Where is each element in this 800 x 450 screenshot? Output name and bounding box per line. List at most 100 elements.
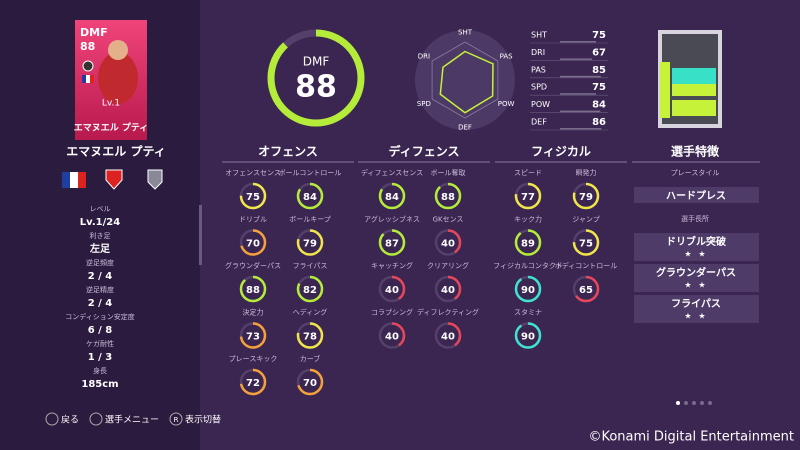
player-name: エマヌエル プティ [66,144,165,159]
radar-axis-label: DRI [418,52,430,60]
ring-arc [572,229,600,256]
info-label: レベル [90,205,111,213]
radar-axis-label: SPD [417,100,431,108]
ring-arc [296,229,324,256]
control-back[interactable]: 戻る [61,414,79,426]
section-title: ディフェンス [389,144,460,159]
strength-name: フライパス [671,298,721,310]
control-menu[interactable]: 選手メニュー [105,414,159,426]
ring-arc [572,275,600,303]
club-badge [105,169,123,190]
attr-value: 73 [246,332,260,343]
ring-arc [239,322,267,349]
attr-value: 79 [579,192,593,203]
attr-label: ディフェンスセンス [361,168,423,177]
attr-value: 77 [521,192,535,203]
info-label: ケガ耐性 [86,339,114,348]
ring-arc [296,368,324,396]
card-position: DMF [80,26,108,39]
card-badge [82,60,94,72]
section-title: フィジカル [531,145,591,159]
attr-label: ボールキープ [289,216,331,224]
attr-label: ジャンプ [572,216,599,224]
strength-name: ドリブル突破 [666,235,726,248]
attr-value: 90 [521,332,535,343]
attr-value: 82 [303,285,317,296]
attr-label: ディフレクティング [417,308,479,317]
r-key[interactable]: R [174,416,179,424]
stat-value: 84 [592,100,606,111]
attr-value: 40 [385,285,399,296]
info-label: 逆足頻度 [86,258,114,267]
strength-box [634,233,759,261]
attr-label: スタミナ [514,308,542,317]
attr-label: スピード [514,169,542,177]
attr-value: 84 [303,192,317,203]
attr-label: コラプシング [371,308,413,317]
ring-arc [378,275,406,303]
scrollbar [199,205,202,265]
nation-flag [62,172,86,188]
attr-label: フィジカルコンタクト [493,261,563,270]
attr-value: 87 [385,239,399,250]
ring-arc [514,229,542,256]
stat-value: 75 [592,30,606,41]
attr-value: 84 [385,192,399,203]
info-label: 身長 [93,366,107,375]
section-title: オフェンス [258,145,318,159]
stat-label: POW [531,100,550,109]
overall-position: DMF [303,55,330,69]
info-label: 逆足精度 [86,285,114,294]
stat-bar [560,58,593,60]
stat-label: SPD [531,83,547,92]
overall-rating: 88 [295,70,337,105]
player-figure [98,52,138,104]
ring-arc [434,275,462,303]
ring-arc [514,322,542,349]
pitch-zone [660,62,670,118]
strength-stars: ★ ★ [684,312,705,321]
stat-bar [560,93,596,95]
attr-label: ヘディング [293,308,328,317]
star: ★ [698,250,705,259]
play-style: ハードプレス [666,189,726,202]
attr-label: フライパス [293,262,328,270]
player-head [108,40,128,60]
radar-axis-label: DEF [458,124,472,132]
ring-arc [434,322,462,349]
attr-value: 70 [246,239,260,250]
star: ★ [698,281,705,290]
star: ★ [684,312,691,321]
radar-axis-label: SHT [458,29,473,37]
strength-stars: ★ ★ [684,250,705,259]
radar-frame [431,41,499,119]
attr-label: ボール奪取 [431,168,466,177]
card-flag-blue [82,75,86,83]
triangle-button[interactable] [89,412,103,426]
info-value: 6 / 8 [88,325,113,336]
attr-value: 72 [246,378,260,389]
attr-value: 70 [303,378,317,389]
card-level: Lv.1 [102,99,120,109]
attr-label: カーブ [300,354,321,363]
cross-button[interactable] [45,412,59,426]
attr-value: 75 [246,192,260,203]
r-button[interactable] [169,412,183,426]
stat-label: DEF [531,118,547,127]
attr-label: プレースキック [229,355,278,363]
card-flag-red [90,75,94,83]
stat-label: PAS [531,65,546,74]
league-badge [147,169,163,190]
attr-value: 88 [441,192,455,203]
attr-value: 40 [385,332,399,343]
attr-value: 40 [441,239,455,250]
ring-arc [296,182,324,210]
stat-bar [560,41,596,43]
card-name: エマヌエル プティ [74,122,149,134]
attr-label: ボールコントロール [279,169,342,177]
control-toggle[interactable]: 表示切替 [185,414,221,426]
info-label: コンディション安定度 [65,312,135,321]
ring-arc [267,29,365,127]
attr-value: 40 [441,285,455,296]
attr-value: 79 [303,239,317,250]
